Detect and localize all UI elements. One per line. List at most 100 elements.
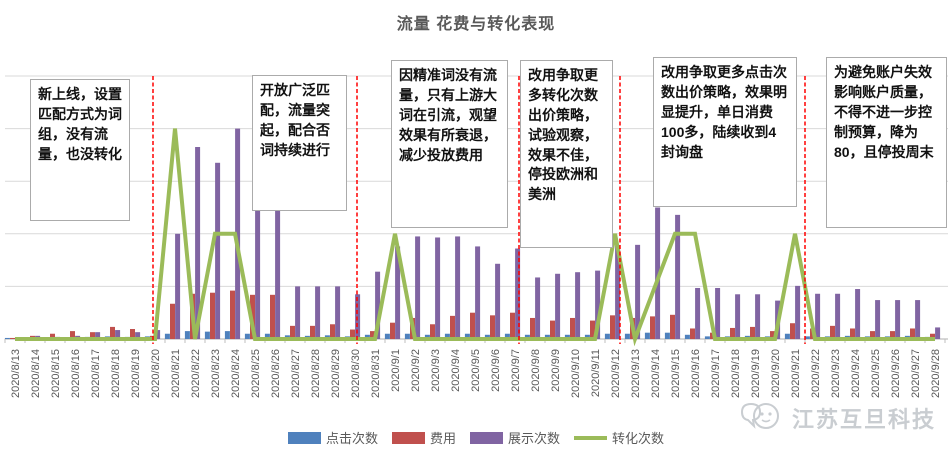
bar-费用 (690, 328, 695, 339)
bar-费用 (390, 322, 395, 339)
bar-费用 (570, 317, 575, 339)
x-axis-label: 2020/8/30 (350, 349, 362, 398)
chart-title: 流量 花费与转化表现 (396, 16, 556, 33)
bar-展示次数 (155, 330, 161, 339)
legend-label: 转化次数 (612, 431, 665, 446)
x-axis-label: 2020/8/27 (290, 349, 302, 398)
bar-展示次数 (675, 214, 681, 339)
x-axis-label: 2020/9/22 (810, 349, 822, 398)
bar-费用 (130, 329, 135, 339)
bar-点击次数 (184, 331, 190, 339)
bar-费用 (730, 327, 735, 339)
bar-点击次数 (584, 334, 590, 339)
bar-费用 (310, 325, 315, 339)
bar-展示次数 (715, 287, 721, 339)
bar-展示次数 (315, 286, 321, 339)
bar-费用 (830, 325, 835, 339)
bar-点击次数 (524, 334, 530, 339)
bar-点击次数 (444, 333, 450, 339)
bar-点击次数 (564, 334, 570, 339)
x-axis-label: 2020/9/8 (530, 349, 542, 392)
x-axis-label: 2020/8/18 (110, 349, 122, 398)
legend-label: 费用 (429, 431, 456, 446)
bar-点击次数 (484, 334, 490, 339)
bar-展示次数 (395, 246, 401, 339)
x-axis-label: 2020/8/14 (30, 349, 42, 398)
x-axis-label: 2020/8/28 (310, 349, 322, 398)
bar-展示次数 (515, 248, 521, 339)
chat-face-logo-icon (740, 402, 779, 429)
bar-展示次数 (535, 277, 541, 339)
bar-展示次数 (135, 332, 141, 339)
x-axis-label: 2020/9/28 (930, 349, 942, 398)
bar-展示次数 (495, 263, 501, 339)
x-axis-label: 2020/8/24 (230, 349, 242, 398)
bar-展示次数 (275, 210, 281, 339)
x-axis-label: 2020/8/31 (370, 349, 382, 398)
bar-费用 (790, 323, 795, 339)
x-axis-label: 2020/8/22 (190, 349, 202, 398)
legend-swatch (287, 431, 321, 444)
bar-展示次数 (235, 128, 241, 339)
x-axis-label: 2020/9/11 (590, 349, 602, 397)
bar-费用 (290, 325, 295, 339)
bar-点击次数 (624, 333, 630, 339)
bar-费用 (930, 333, 935, 339)
x-axis-label: 2020/8/16 (70, 349, 82, 398)
bar-费用 (530, 317, 535, 339)
x-axis-label: 2020/9/15 (670, 349, 682, 398)
bar-费用 (550, 320, 555, 339)
line-转化次数 (15, 128, 935, 347)
bar-费用 (230, 290, 235, 339)
bar-费用 (430, 324, 435, 339)
legend-item-impressions: 展示次数 (470, 428, 560, 447)
annotation-box-1: 新上线，设置匹配方式为词组，没有流量，也没转化 (30, 79, 130, 221)
bar-费用 (170, 303, 175, 339)
x-axis-label: 2020/8/26 (270, 349, 282, 398)
bar-费用 (330, 324, 335, 339)
bar-点击次数 (504, 333, 510, 339)
bar-展示次数 (915, 300, 921, 339)
bar-展示次数 (795, 285, 801, 339)
annotation-box-2: 开放广泛匹配，流量突起，配合否词持续进行 (252, 75, 347, 211)
bar-展示次数 (295, 286, 301, 339)
bar-点击次数 (464, 333, 470, 339)
bar-点击次数 (364, 334, 370, 339)
x-axis-label: 2020/9/14 (650, 349, 662, 398)
bar-展示次数 (555, 273, 561, 339)
bar-费用 (650, 316, 655, 339)
x-axis-label: 2020/9/26 (890, 349, 902, 398)
bar-点击次数 (804, 336, 810, 339)
bar-费用 (70, 331, 75, 339)
legend-item-cost: 费用 (391, 428, 456, 447)
x-axis-label: 2020/9/12 (610, 349, 622, 398)
bar-费用 (90, 332, 95, 339)
bar-点击次数 (424, 334, 430, 339)
x-axis-label: 2020/9/6 (490, 349, 502, 392)
bar-费用 (450, 315, 455, 339)
bar-展示次数 (335, 286, 341, 339)
bar-费用 (10, 337, 15, 339)
x-axis-label: 2020/9/20 (770, 349, 782, 398)
bar-点击次数 (544, 334, 550, 339)
bar-费用 (50, 333, 55, 339)
chart-legend: 点击次数 费用 展示次数 转化次数 (0, 428, 952, 447)
bar-点击次数 (664, 332, 670, 339)
legend-swatch (574, 435, 608, 440)
bar-点击次数 (384, 333, 390, 339)
bar-展示次数 (455, 236, 461, 339)
bar-展示次数 (115, 330, 121, 339)
bar-费用 (210, 292, 215, 339)
bar-费用 (890, 331, 895, 339)
x-axis-label: 2020/9/1 (390, 349, 402, 392)
bar-展示次数 (255, 210, 261, 339)
annotation-box-6: 为避免账户失效影响账户质量，不得不进一步控制预算，降为80，且停投周末 (826, 57, 947, 228)
bar-展示次数 (375, 271, 381, 339)
legend-item-conversions: 转化次数 (574, 428, 664, 447)
bar-费用 (750, 326, 755, 339)
x-axis-label: 2020/9/16 (690, 349, 702, 398)
bar-费用 (910, 328, 915, 339)
x-axis-label: 2020/9/9 (550, 349, 562, 392)
bar-展示次数 (635, 244, 641, 339)
x-axis-label: 2020/9/25 (870, 349, 882, 398)
